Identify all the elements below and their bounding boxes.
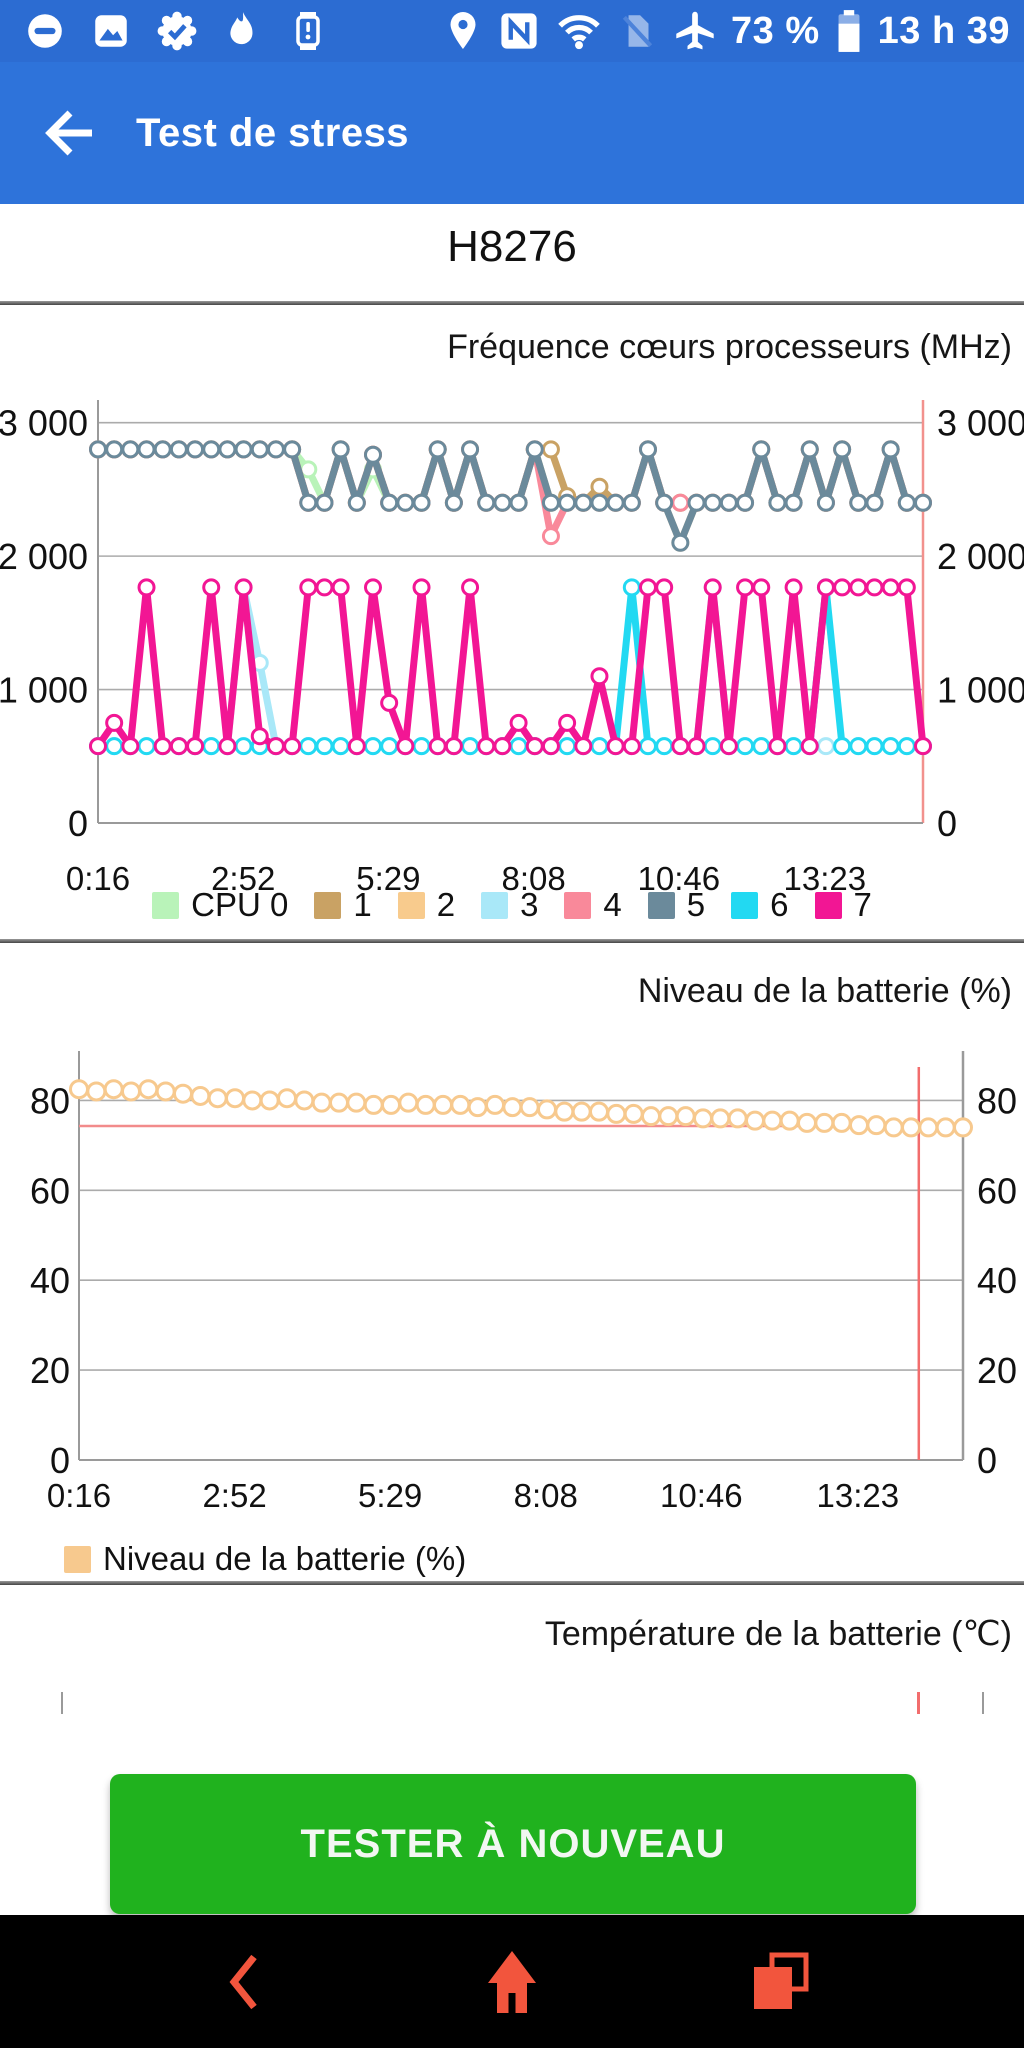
wifi-icon: [558, 15, 600, 50]
legend-item-cpu0: CPU 0: [152, 886, 288, 924]
nav-recents-icon[interactable]: [746, 1949, 812, 2015]
airplane-mode-icon: [676, 11, 714, 50]
svg-text:0: 0: [977, 1440, 997, 1481]
svg-text:8:08: 8:08: [501, 860, 565, 895]
svg-text:13:23: 13:23: [817, 1477, 900, 1514]
legend-swatch-cpu6: [731, 891, 759, 919]
svg-text:40: 40: [30, 1260, 70, 1301]
svg-text:1 000: 1 000: [937, 670, 1024, 711]
page-title: Test de stress: [136, 110, 410, 155]
svg-text:8:08: 8:08: [514, 1477, 578, 1514]
svg-text:5:29: 5:29: [358, 1477, 422, 1514]
legend-item-cpu6: 6: [731, 886, 789, 924]
battery-level-legend: Niveau de la batterie (%): [64, 1540, 466, 1578]
clock-text: 13 h 39: [877, 9, 1010, 52]
battery-level-chart: 0 0 20 20 40 40 60 60 80 80 0:16 2:52 5:29 8:08 10:46 1…: [30, 1051, 1017, 1514]
svg-text:10:46: 10:46: [660, 1477, 743, 1514]
status-icons-left: [0, 10, 328, 52]
section-divider: [0, 1581, 1024, 1585]
svg-text:10:46: 10:46: [638, 860, 721, 895]
svg-text:20: 20: [30, 1350, 70, 1391]
svg-text:0: 0: [50, 1440, 70, 1481]
svg-text:5:29: 5:29: [356, 860, 420, 895]
legend-item-cpu3: 3: [481, 886, 538, 924]
svg-text:2 000: 2 000: [937, 536, 1024, 577]
navigation-bar: [0, 1915, 1024, 2048]
photos-icon: [95, 15, 127, 47]
legend-item-cpu5: 5: [647, 886, 705, 924]
no-sim-icon: [622, 15, 653, 48]
svg-text:0:16: 0:16: [47, 1477, 111, 1514]
battery-level-chart-title: Niveau de la batterie (%): [637, 972, 1012, 1010]
legend-item-cpu1: 1: [314, 886, 372, 924]
battery-icon: [838, 10, 860, 52]
svg-text:0: 0: [937, 803, 957, 844]
legend-item-cpu2: 2: [397, 886, 455, 924]
device-model-label: H8276: [447, 222, 577, 271]
svg-text:2:52: 2:52: [202, 1477, 266, 1514]
flame-icon: [230, 12, 253, 45]
temp-chart-left-axis-top: [61, 1692, 63, 1714]
settings-check-icon: [157, 11, 197, 51]
battery-temperature-chart-title: Température de la batterie (℃): [544, 1615, 1012, 1653]
legend-item-cpu7: 7: [814, 886, 872, 924]
svg-text:0: 0: [68, 803, 88, 844]
app-bar: Test de stress: [0, 62, 1024, 204]
retest-button[interactable]: TESTER À NOUVEAU: [110, 1774, 916, 1914]
legend-swatch-cpu5: [647, 891, 675, 919]
legend-swatch-cpu4: [564, 891, 592, 919]
cpu-frequency-legend: CPU 0 1 2 3 4 5 6 7: [0, 886, 1024, 924]
svg-text:20: 20: [977, 1350, 1017, 1391]
svg-text:13:23: 13:23: [784, 860, 867, 895]
svg-text:80: 80: [977, 1080, 1017, 1121]
legend-swatch-cpu7: [814, 891, 842, 919]
cpu-frequency-chart: 0 0 1 000 1 000 2 000 2 000 3 000 3 000 0:16 2:52…: [0, 400, 1024, 895]
location-icon: [450, 12, 476, 49]
battery-percent-text: 73 %: [731, 9, 820, 52]
temp-chart-marker-line-top: [917, 1692, 920, 1714]
cpu-frequency-chart-title: Fréquence cœurs processeurs (MHz): [447, 328, 1012, 366]
status-icons-right: 73 % 13 h 39: [443, 0, 1010, 62]
svg-text:60: 60: [977, 1170, 1017, 1211]
temp-chart-right-axis-top: [982, 1692, 984, 1714]
nav-back-icon[interactable]: [212, 1949, 278, 2015]
svg-text:2 000: 2 000: [0, 536, 88, 577]
svg-text:0:16: 0:16: [66, 860, 130, 895]
legend-swatch-cpu2: [397, 891, 425, 919]
legend-item-battery-level: Niveau de la batterie (%): [64, 1540, 466, 1578]
do-not-disturb-icon: [28, 14, 62, 48]
svg-text:3 000: 3 000: [0, 403, 88, 444]
section-divider: [0, 301, 1024, 305]
svg-text:1 000: 1 000: [0, 670, 88, 711]
svg-text:80: 80: [30, 1080, 70, 1121]
nfc-icon: [501, 13, 537, 49]
legend-item-cpu4: 4: [564, 886, 622, 924]
legend-swatch-cpu3: [481, 891, 509, 919]
svg-text:60: 60: [30, 1170, 70, 1211]
svg-text:3 000: 3 000: [937, 403, 1024, 444]
nav-home-icon[interactable]: [479, 1949, 545, 2015]
status-bar: 73 % 13 h 39: [0, 0, 1024, 62]
svg-text:2:52: 2:52: [211, 860, 275, 895]
svg-text:40: 40: [977, 1260, 1017, 1301]
legend-swatch-cpu1: [314, 891, 342, 919]
legend-swatch-cpu0: [152, 891, 180, 919]
legend-swatch-battery-level: [64, 1545, 91, 1573]
back-arrow-icon[interactable]: [42, 105, 100, 161]
wearable-alert-icon: [296, 12, 320, 50]
section-divider: [0, 939, 1024, 943]
